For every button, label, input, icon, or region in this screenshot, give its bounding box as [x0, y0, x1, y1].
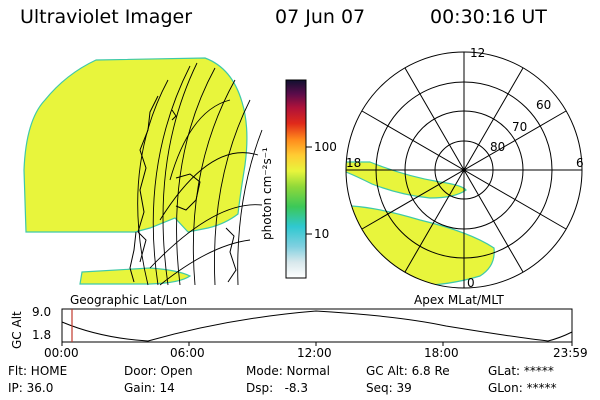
gc-alt-xtick-0000: 00:00	[44, 346, 79, 360]
geographic-image	[23, 57, 263, 286]
colorbar-unit-label: photon cm⁻²s⁻¹	[260, 147, 274, 240]
gc-alt-xtick-1200: 12:00	[297, 346, 332, 360]
mlt-label-18: 18	[346, 156, 362, 170]
mlat-label-80: 80	[490, 140, 506, 154]
gc-alt-xtick-0600: 06:00	[170, 346, 205, 360]
mlt-label-0: 0	[467, 276, 475, 290]
gc-alt-xtick-2359: 23:59	[553, 346, 588, 360]
polar-plot	[345, 51, 583, 289]
color-scale-bar	[285, 79, 312, 279]
status-dsp: Dsp: -8.3	[246, 381, 309, 395]
colorbar-tick-100: 100	[314, 140, 337, 154]
geographic-panel-label: Geographic Lat/Lon	[70, 293, 188, 307]
status-door: Door: Open	[124, 364, 193, 378]
mlt-label-6: 6	[576, 156, 584, 170]
geographic-aurora-region	[23, 57, 248, 233]
gc-alt-ytick-low: 1.8	[32, 328, 52, 342]
status-ip: IP: 36.0	[8, 381, 54, 395]
status-flight: Flt: HOME	[8, 364, 68, 378]
status-gc-alt: GC Alt: 6.8 Re	[366, 364, 450, 378]
status-glat: GLat: *****	[488, 364, 554, 378]
date-label: 07 Jun 07	[275, 6, 366, 28]
status-seq: Seq: 39	[366, 381, 412, 395]
time-label: 00:30:16 UT	[430, 6, 547, 28]
polar-panel-label: Apex MLat/MLT	[414, 293, 504, 307]
mlt-label-12: 12	[470, 46, 486, 60]
status-glon: GLon: *****	[488, 381, 557, 395]
gc-alt-xtick-1800: 18:00	[424, 346, 459, 360]
status-gain: Gain: 14	[124, 381, 175, 395]
colorbar-tick-10: 10	[314, 227, 330, 241]
status-mode: Mode: Normal	[246, 364, 330, 378]
gc-alt-axis-label: GC Alt	[10, 311, 24, 349]
app-title: Ultraviolet Imager	[20, 6, 193, 28]
gc-alt-curve	[61, 310, 573, 342]
gc-alt-ytick-high: 9.0	[32, 305, 52, 319]
mlat-label-70: 70	[512, 120, 528, 134]
mlat-label-60: 60	[536, 98, 552, 112]
gc-alt-plot	[61, 308, 573, 346]
geographic-aurora-band	[79, 267, 192, 285]
